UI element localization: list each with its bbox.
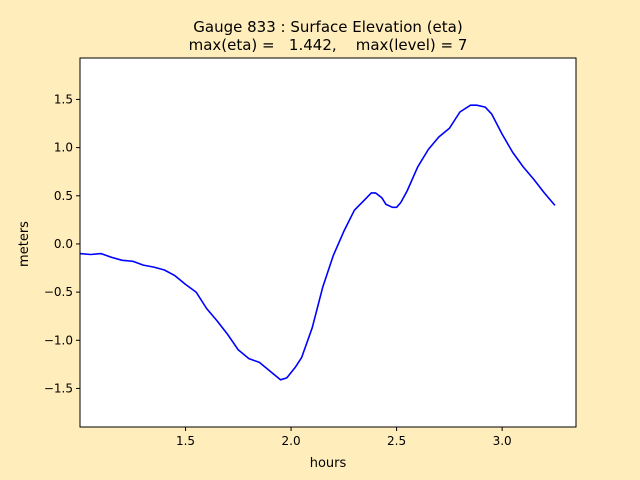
x-tick-label: 1.5 [176,434,195,448]
x-axis-label: hours [310,456,347,471]
series-line-eta [79,104,556,381]
x-tick-label: 3.0 [493,434,512,448]
y-tick-label: −0.5 [44,285,73,299]
y-tick-label: −1.0 [44,333,73,347]
y-axis-label: meters [17,221,32,267]
x-tick-label: 2.0 [282,434,301,448]
axis-ticks: 1.5 2.0 2.5 3.0 −1.5 −1.0 −0.5 0.0 0.5 1.0 1.5 [44,92,512,448]
y-tick-label: 1.0 [54,141,73,155]
y-tick-label: 0.0 [54,237,73,251]
chart-title: Gauge 833 : Surface Elevation (eta) [193,18,462,36]
y-tick-label: −1.5 [44,381,73,395]
plot-frame [79,57,577,428]
chart-subtitle: max(eta) = 1.442, max(level) = 7 [189,36,468,54]
y-tick-label: 0.5 [54,189,73,203]
y-tick-label: 1.5 [54,92,73,106]
plot-area [80,58,576,427]
x-tick-label: 2.5 [387,434,406,448]
